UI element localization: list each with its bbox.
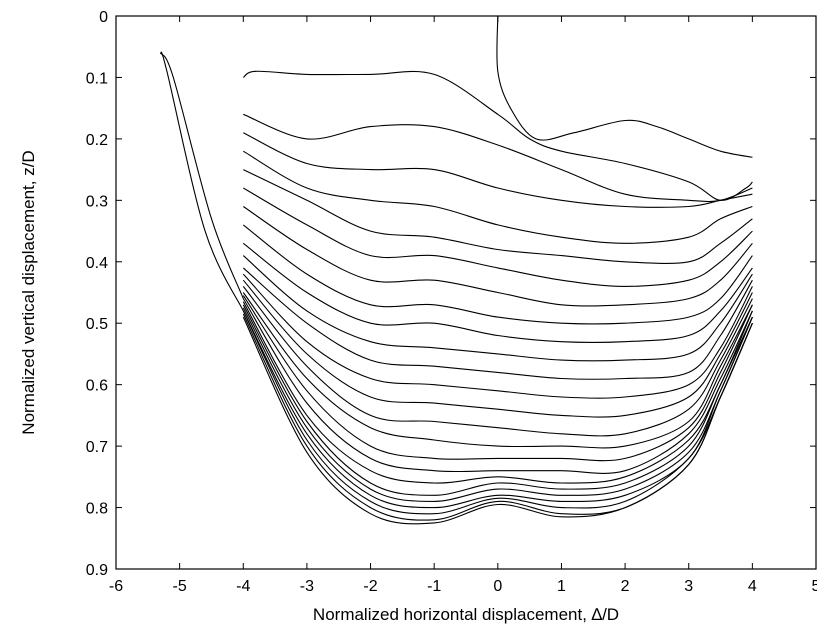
series-line-13 [242, 273, 753, 399]
y-tick-label: 0.6 [86, 378, 108, 395]
tick-layer: -6 -5 -4 -3 -2 -1 0 1 2 3 4 5 0 0.1 0.2 0.3 0.4 0.5 0.6 0.7… [86, 9, 817, 595]
series-layer [159, 15, 753, 525]
series-line-27 [160, 52, 244, 299]
plot-frame [115, 15, 817, 570]
series-line-14 [242, 279, 753, 418]
series-line-4 [243, 132, 753, 208]
y-tick-label: 0.5 [86, 316, 108, 333]
series-line-22 [242, 310, 753, 509]
x-tick-label: -6 [109, 578, 123, 595]
y-tick-label: 0.9 [86, 562, 108, 579]
x-tick-label: -4 [236, 578, 250, 595]
series-line-5 [243, 150, 753, 244]
series-line-1 [496, 15, 753, 158]
y-tick-label: 0.8 [86, 501, 108, 518]
y-tick-label: 0 [99, 9, 108, 26]
series-line-2 [242, 70, 753, 201]
y-tick-label: 0.3 [86, 193, 108, 210]
y-tick-label: 0.1 [86, 70, 108, 87]
series-line-15 [242, 286, 753, 437]
series-line-23 [242, 310, 753, 515]
y-tick-label: 0.2 [86, 132, 108, 149]
x-tick-label: -3 [300, 578, 314, 595]
series-line-12 [242, 267, 753, 380]
series-line-6 [243, 169, 753, 264]
series-line-21 [242, 307, 753, 502]
x-axis-label: Normalized horizontal displacement, ∆/D [313, 605, 619, 624]
x-tick-label: -2 [363, 578, 377, 595]
series-line-17 [242, 295, 753, 462]
x-tick-label: 4 [748, 578, 757, 595]
x-tick-label: 3 [684, 578, 693, 595]
series-line-9 [242, 224, 753, 325]
y-axis-label: Normalized vertical displacement, z/D [19, 150, 38, 434]
series-line-18 [242, 298, 753, 474]
x-tick-label: -5 [173, 578, 187, 595]
series-line-8 [242, 206, 753, 307]
x-tick-label: 5 [812, 578, 817, 595]
series-line-3 [243, 113, 753, 203]
series-line-25 [242, 316, 753, 525]
x-tick-label: 0 [493, 578, 502, 595]
series-line-26 [159, 51, 244, 312]
series-line-11 [242, 255, 753, 362]
x-tick-label: 2 [621, 578, 630, 595]
x-tick-label: 1 [557, 578, 566, 595]
x-tick-label: -1 [427, 578, 441, 595]
series-line-16 [242, 292, 753, 449]
series-line-20 [242, 304, 753, 496]
series-line-10 [242, 242, 753, 343]
y-tick-label: 0.7 [86, 439, 108, 456]
series-line-7 [243, 187, 753, 287]
series-line-19 [242, 301, 753, 484]
y-tick-label: 0.4 [86, 255, 108, 272]
